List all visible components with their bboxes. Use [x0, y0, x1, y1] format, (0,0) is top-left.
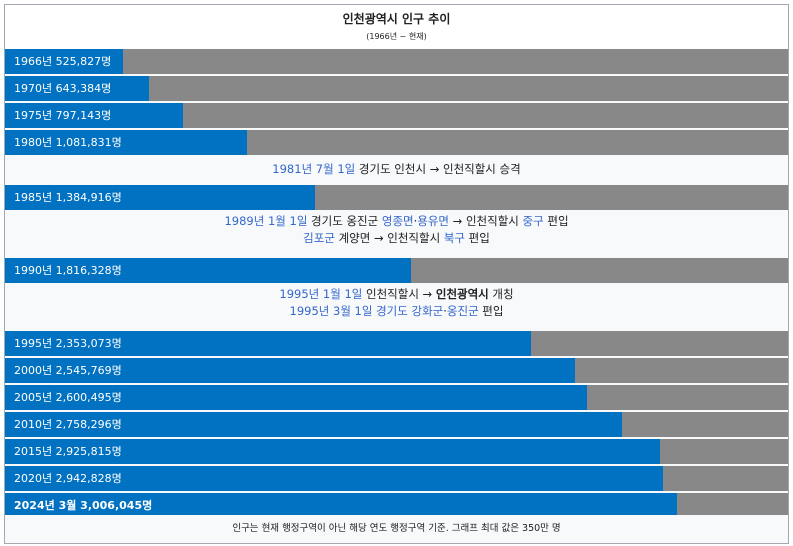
annotation-link-text[interactable]: 옹진군: [446, 304, 479, 318]
annotation-text: 편입: [543, 214, 569, 228]
bar-track: 1995년 2,353,073명: [5, 331, 788, 356]
annotation-link-text[interactable]: 북구: [443, 231, 465, 245]
bar-label: 1980년 1,081,831명: [14, 136, 122, 149]
bar: [5, 130, 247, 155]
bar: [5, 331, 531, 356]
annotation-link-text[interactable]: 영종면: [381, 214, 414, 228]
annotation-text: 경기도 인천시 → 인천직할시 승격: [355, 162, 521, 176]
bar-label: 1990년 1,816,328명: [14, 264, 122, 277]
bar: [5, 358, 575, 383]
annotation-row: 1989년 1월 1일 경기도 옹진군 영종면·용유면 → 인천직할시 중구 편…: [5, 212, 788, 256]
annotation-line: 김포군 계양면 → 인천직할시 북구 편입: [5, 230, 788, 247]
bar: [5, 76, 149, 101]
annotation-link-text[interactable]: 용유면: [417, 214, 450, 228]
annotation-row: 1981년 7월 1일 경기도 인천시 → 인천직할시 승격: [5, 157, 788, 183]
bar-track: 1980년 1,081,831명: [5, 130, 788, 155]
bar-track: 2024년 3월 3,006,045명: [5, 493, 788, 518]
annotation-text: → 인천직할시: [449, 214, 523, 228]
annotation-link-text[interactable]: 1989년 1월 1일: [224, 214, 308, 228]
bar-label: 1995년 2,353,073명: [14, 337, 122, 350]
annotation-link-text[interactable]: 김포군: [303, 231, 335, 245]
bar: [5, 103, 183, 128]
bar-track: 1970년 643,384명: [5, 76, 788, 101]
annotation-line: 1989년 1월 1일 경기도 옹진군 영종면·용유면 → 인천직할시 중구 편…: [5, 213, 788, 230]
annotation-text: 경기도 옹진군: [307, 214, 382, 228]
bar-track: 1975년 797,143명: [5, 103, 788, 128]
annotation-link-text[interactable]: 1995년 3월 1일 경기도 강화군: [289, 304, 444, 318]
bar: [5, 385, 587, 410]
bar-label: 2020년 2,942,828명: [14, 472, 122, 485]
annotation-link-text[interactable]: 1981년 7월 1일: [272, 162, 356, 176]
annotation-link-text[interactable]: 중구: [522, 214, 544, 228]
bar-track: 2020년 2,942,828명: [5, 466, 788, 491]
annotation-text: ·: [413, 214, 418, 228]
annotation-text: ·: [443, 304, 447, 318]
bar-label: 1975년 797,143명: [14, 109, 112, 122]
annotation-text: 편입: [465, 231, 490, 245]
annotation-row: 1995년 1월 1일 인천직할시 → 인천광역시 개칭 1995년 3월 1일 …: [5, 285, 788, 329]
bar-track: 2000년 2,545,769명: [5, 358, 788, 383]
bar: [5, 439, 660, 464]
bar-label: 2000년 2,545,769명: [14, 364, 122, 377]
bar-label: 2005년 2,600,495명: [14, 391, 122, 404]
bar-track: 2010년 2,758,296명: [5, 412, 788, 437]
bar: [5, 49, 123, 74]
bar: [5, 185, 315, 210]
annotation-line: 1981년 7월 1일 경기도 인천시 → 인천직할시 승격: [5, 161, 788, 178]
bar-label: 2010년 2,758,296명: [14, 418, 122, 431]
chart-header: 인천광역시 인구 추이 (1966년 ~ 현재): [5, 5, 788, 49]
bar-label: 2015년 2,925,815명: [14, 445, 122, 458]
bar-label: 1966년 525,827명: [14, 55, 112, 68]
annotation-text: 인천직할시 →: [362, 287, 436, 301]
annotation-text: 인천광역시: [435, 287, 489, 301]
bar: [5, 258, 411, 283]
bar: [5, 466, 663, 491]
bar-label: 2024년 3월 3,006,045명: [14, 499, 153, 512]
bar-track: 1990년 1,816,328명: [5, 258, 788, 283]
chart-frame: 인천광역시 인구 추이 (1966년 ~ 현재) 1966년 525,827명 1…: [4, 4, 789, 544]
annotation-link-text[interactable]: 1995년 1월 1일: [279, 287, 363, 301]
bar-label: 1970년 643,384명: [14, 82, 112, 95]
annotation-line: 1995년 3월 1일 경기도 강화군·옹진군 편입: [5, 303, 788, 320]
bar-track: 1966년 525,827명: [5, 49, 788, 74]
chart-title: 인천광역시 인구 추이: [342, 12, 451, 26]
chart-subtitle: (1966년 ~ 현재): [366, 32, 427, 41]
annotation-text: 개칭: [488, 287, 514, 301]
annotation-text: 편입: [478, 304, 504, 318]
chart-footnote: 인구는 현재 행정구역이 아닌 해당 연도 행정구역 기준. 그래프 최대 값은…: [5, 515, 788, 543]
annotation-line: 1995년 1월 1일 인천직할시 → 인천광역시 개칭: [5, 286, 788, 303]
bar: [5, 412, 622, 437]
bar-label: 1985년 1,384,916명: [14, 191, 122, 204]
annotation-text: 계양면 → 인천직할시: [334, 231, 444, 245]
bar-track: 1985년 1,384,916명: [5, 185, 788, 210]
bar-track: 2005년 2,600,495명: [5, 385, 788, 410]
bar-track: 2015년 2,925,815명: [5, 439, 788, 464]
bar: [5, 493, 677, 518]
